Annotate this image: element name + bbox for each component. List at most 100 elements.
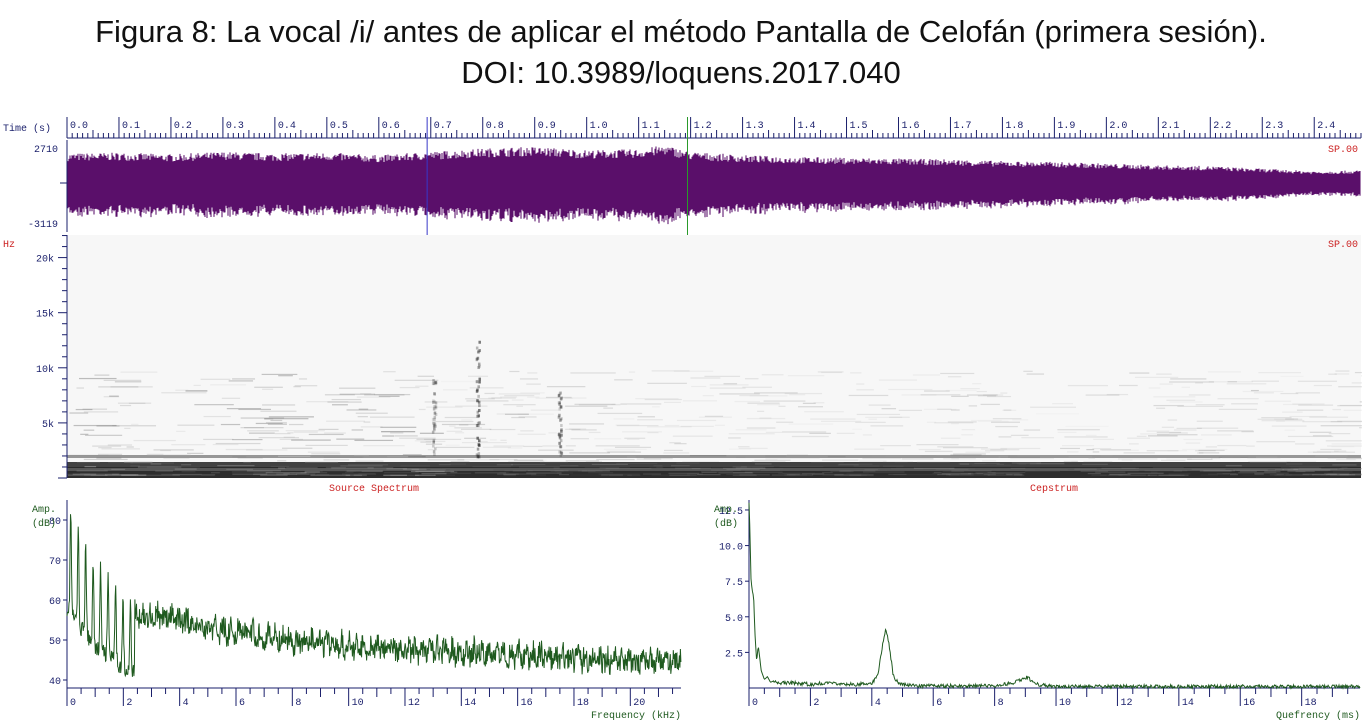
spectrogram-streak [1169, 432, 1188, 434]
spectrogram-burst [475, 424, 479, 428]
spectrogram-streak [937, 446, 974, 448]
spectrogram-burst [558, 435, 562, 439]
spectrogram-streak [427, 449, 434, 451]
waveform-y-min-label: -3119 [28, 220, 58, 231]
spectrogram-streak [778, 472, 801, 475]
spectrogram-burst [434, 401, 438, 405]
spectrogram-burst [559, 405, 562, 409]
spectrogram-streak [810, 418, 856, 420]
spectrogram-streak [726, 473, 756, 476]
spectrogram-streak [341, 473, 377, 475]
spectrogram-streak [865, 416, 903, 418]
spectrogram-burst [434, 447, 437, 451]
spectrogram-streak [668, 472, 699, 474]
spectrogram-streak [369, 416, 415, 418]
spectrogram-streak [1147, 474, 1185, 476]
spectrogram-streak [286, 467, 318, 469]
spectrogram-streak [856, 413, 901, 416]
spectrogram-streak [1176, 427, 1202, 429]
spectrogram-burst [432, 399, 435, 403]
spectrogram-burst [560, 433, 563, 437]
spectrogram-streak [1006, 474, 1013, 476]
spectrogram-streak [846, 472, 869, 475]
spectrogram-streak [146, 466, 178, 468]
spectrogram-streak [1216, 472, 1254, 475]
time-tick-label: 0.2 [174, 121, 192, 132]
spectrogram-streak [237, 457, 263, 459]
time-tick-label: 1.8 [1005, 121, 1023, 132]
spectrogram-streak [540, 461, 568, 463]
spectrogram-streak [408, 456, 426, 458]
spectrogram-streak [789, 394, 806, 396]
spectrogram-streak [1150, 471, 1158, 473]
spectrogram-panel: 20k 15k 10k 5k Hz SP.00 Source Spectrum Cepstru… [3, 235, 1362, 495]
spectrogram-streak [110, 386, 153, 388]
spectrogram-streak [878, 379, 917, 381]
spectrogram-streak [798, 406, 823, 408]
time-tick-label: 0.6 [382, 121, 400, 132]
spectrogram-streak [1161, 459, 1186, 462]
spectrogram-burst [558, 441, 561, 445]
spectrogram-streak [240, 417, 285, 419]
spectrogram-burst [557, 432, 561, 436]
freq-tick-label: 10k [36, 364, 54, 376]
spectrogram-streak [305, 444, 348, 446]
spectrogram-streak [520, 392, 545, 394]
spectrogram-streak [161, 392, 207, 394]
spectrogram-streak [739, 394, 769, 397]
spectrogram-streak [240, 427, 284, 429]
spectrogram-streak [995, 425, 1018, 428]
spectrogram-streak [1330, 474, 1362, 476]
spectrogram-streak [998, 436, 1012, 438]
spectrogram-streak [255, 422, 283, 425]
spectrogram-streak [1005, 473, 1023, 475]
spectrogram-streak [283, 436, 295, 438]
spectrogram-streak [419, 432, 444, 434]
spectrogram-streak [1332, 471, 1353, 473]
spectrogram-streak [174, 468, 197, 470]
spectrogram-streak [324, 432, 346, 434]
spectrogram-streak [1338, 386, 1362, 388]
spectrogram-streak [864, 469, 879, 471]
spectrogram-streak [103, 468, 117, 471]
spectrogram-streak [1148, 387, 1161, 389]
spectrogram-burst [478, 364, 481, 368]
spectrogram-streak [221, 397, 241, 399]
waveform-panel: Time (s) 0.0 0.1 0.2 0.3 0.4 0.5 0.6 0.7 0.8 0.9 1.… [3, 117, 1362, 478]
spectrogram-streak [1087, 472, 1101, 475]
spectrogram-burst [558, 401, 562, 405]
spectrogram-streak [124, 427, 131, 429]
spectrogram-channel-label: SP.00 [1328, 240, 1358, 251]
y-axis-label-line2: (dB) [714, 518, 738, 530]
spectrogram-streak [1327, 473, 1362, 475]
x-tick-label: 14 [464, 698, 476, 709]
spectrogram-streak [1312, 474, 1349, 476]
spectrogram-streak [918, 448, 941, 451]
spectrogram-streak [765, 431, 783, 433]
spectrogram-burst [558, 413, 561, 417]
spectrogram-streak [267, 423, 287, 425]
spectrogram-streak [1185, 442, 1201, 444]
spectrogram-streak [1074, 468, 1097, 470]
spectrogram-streak [1173, 470, 1183, 472]
spectrogram-streak [1354, 371, 1362, 374]
spectrogram-streak [839, 470, 876, 472]
spectrogram-streak [1065, 425, 1109, 428]
spectrogram-streak [741, 466, 774, 468]
spectrogram-streak [901, 458, 934, 460]
spectrogram-streak [1312, 435, 1332, 437]
spectrogram-streak [1060, 447, 1080, 450]
spectrogram-streak [339, 393, 376, 395]
spectrogram-streak [518, 416, 537, 418]
spectrogram-streak [1246, 445, 1255, 447]
spectrogram-streak [712, 467, 752, 469]
x-axis-label: Quefrency (ms) [1276, 710, 1360, 722]
spectrogram-burst [433, 392, 436, 396]
spectrogram-streak [278, 375, 293, 377]
spectrogram-streak [1220, 456, 1234, 458]
spectrogram-burst [478, 421, 481, 425]
spectrogram-streak [69, 412, 89, 414]
spectrogram-streak [1057, 431, 1077, 433]
spectrogram-streak [80, 433, 89, 435]
spectrogram-streak [294, 385, 318, 387]
